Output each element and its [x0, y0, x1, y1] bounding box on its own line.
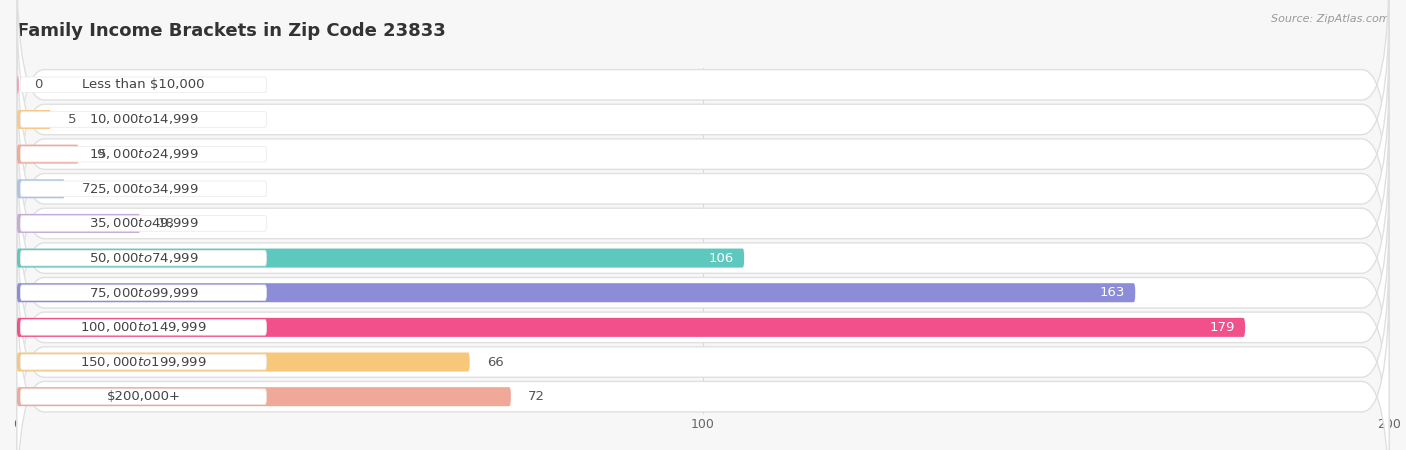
FancyBboxPatch shape — [20, 389, 267, 405]
Text: $25,000 to $34,999: $25,000 to $34,999 — [89, 182, 198, 196]
FancyBboxPatch shape — [17, 110, 51, 129]
Text: 5: 5 — [69, 113, 77, 126]
FancyBboxPatch shape — [20, 320, 267, 335]
Text: $35,000 to $49,999: $35,000 to $49,999 — [89, 216, 198, 230]
Text: $15,000 to $24,999: $15,000 to $24,999 — [89, 147, 198, 161]
Text: 18: 18 — [157, 217, 174, 230]
Text: $150,000 to $199,999: $150,000 to $199,999 — [80, 355, 207, 369]
FancyBboxPatch shape — [20, 146, 267, 162]
FancyBboxPatch shape — [17, 248, 744, 268]
Text: Family Income Brackets in Zip Code 23833: Family Income Brackets in Zip Code 23833 — [17, 22, 446, 40]
FancyBboxPatch shape — [17, 352, 470, 372]
FancyBboxPatch shape — [17, 169, 1389, 416]
FancyBboxPatch shape — [20, 354, 267, 370]
FancyBboxPatch shape — [20, 77, 267, 93]
Text: 0: 0 — [34, 78, 42, 91]
Text: 106: 106 — [709, 252, 734, 265]
FancyBboxPatch shape — [20, 216, 267, 231]
Text: 7: 7 — [82, 182, 90, 195]
Text: $50,000 to $74,999: $50,000 to $74,999 — [89, 251, 198, 265]
Text: Source: ZipAtlas.com: Source: ZipAtlas.com — [1271, 14, 1389, 23]
Text: $75,000 to $99,999: $75,000 to $99,999 — [89, 286, 198, 300]
FancyBboxPatch shape — [17, 65, 1389, 312]
FancyBboxPatch shape — [17, 75, 18, 94]
FancyBboxPatch shape — [17, 283, 1135, 302]
FancyBboxPatch shape — [17, 31, 1389, 278]
Text: $100,000 to $149,999: $100,000 to $149,999 — [80, 320, 207, 334]
FancyBboxPatch shape — [20, 285, 267, 301]
FancyBboxPatch shape — [17, 273, 1389, 450]
FancyBboxPatch shape — [17, 318, 1246, 337]
Text: 72: 72 — [529, 390, 546, 403]
Text: 163: 163 — [1099, 286, 1125, 299]
FancyBboxPatch shape — [17, 238, 1389, 450]
FancyBboxPatch shape — [17, 0, 1389, 243]
Text: Less than $10,000: Less than $10,000 — [82, 78, 205, 91]
FancyBboxPatch shape — [17, 214, 141, 233]
Text: $200,000+: $200,000+ — [107, 390, 180, 403]
FancyBboxPatch shape — [17, 0, 1389, 208]
FancyBboxPatch shape — [17, 144, 79, 164]
FancyBboxPatch shape — [20, 181, 267, 197]
Text: 9: 9 — [96, 148, 104, 161]
FancyBboxPatch shape — [17, 387, 510, 406]
Text: 179: 179 — [1209, 321, 1234, 334]
Text: 66: 66 — [486, 356, 503, 369]
FancyBboxPatch shape — [17, 204, 1389, 450]
Text: $10,000 to $14,999: $10,000 to $14,999 — [89, 112, 198, 126]
FancyBboxPatch shape — [17, 100, 1389, 347]
FancyBboxPatch shape — [20, 250, 267, 266]
FancyBboxPatch shape — [17, 135, 1389, 382]
FancyBboxPatch shape — [17, 179, 65, 198]
FancyBboxPatch shape — [20, 112, 267, 127]
